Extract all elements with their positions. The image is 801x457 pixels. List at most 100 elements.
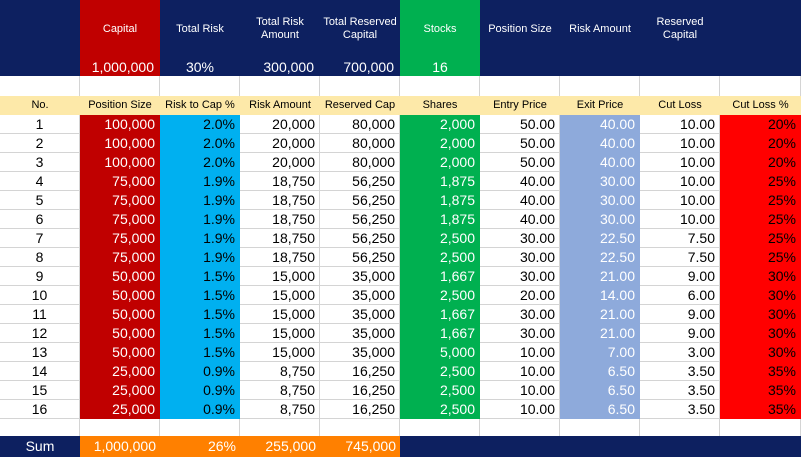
cut-loss-pct-cell[interactable]: 25% [720,248,801,267]
row-number-cell[interactable]: 4 [0,172,80,191]
exit-price-cell[interactable]: 14.00 [560,286,640,305]
risk-amount-cell[interactable]: 20,000 [240,115,320,134]
total-risk-amount-cell[interactable]: Total Risk Amount 300,000 [240,0,320,76]
entry-price-cell[interactable]: 30.00 [480,229,560,248]
entry-price-cell[interactable]: 10.00 [480,400,560,419]
risk-amount-cell[interactable]: 18,750 [240,172,320,191]
sum-empty-cell[interactable] [480,436,560,457]
sum-empty-cell[interactable] [720,436,801,457]
shares-cell[interactable]: 2,500 [400,381,480,400]
exit-price-cell[interactable]: 6.50 [560,362,640,381]
blank-cell[interactable] [640,76,720,96]
risk-to-cap-cell[interactable]: 2.0% [160,134,240,153]
row-number-cell[interactable]: 10 [0,286,80,305]
cut-loss-cell[interactable]: 10.00 [640,134,720,153]
shares-cell[interactable]: 2,500 [400,400,480,419]
exit-price-cell[interactable]: 7.00 [560,343,640,362]
sum-reserved-cap[interactable]: 745,000 [320,436,400,457]
position-size-header-cell[interactable]: Position Size [480,0,560,76]
reserved-cap-cell[interactable]: 35,000 [320,343,400,362]
position-size-cell[interactable]: 50,000 [80,305,160,324]
cut-loss-cell[interactable]: 10.00 [640,153,720,172]
row-number-cell[interactable]: 3 [0,153,80,172]
reserved-cap-cell[interactable]: 56,250 [320,248,400,267]
risk-to-cap-cell[interactable]: 0.9% [160,362,240,381]
blank-cell[interactable] [160,76,240,96]
cut-loss-pct-cell[interactable]: 35% [720,400,801,419]
blank-cell[interactable] [480,419,560,436]
cut-loss-cell[interactable]: 10.00 [640,172,720,191]
reserved-capital-header-cell[interactable]: Reserved Capital [640,0,720,76]
cut-loss-cell[interactable]: 9.00 [640,267,720,286]
cut-loss-pct-cell[interactable]: 25% [720,191,801,210]
cut-loss-cell[interactable]: 7.50 [640,229,720,248]
risk-amount-cell[interactable]: 20,000 [240,153,320,172]
cut-loss-pct-cell[interactable]: 20% [720,153,801,172]
column-header[interactable]: No. [31,99,49,111]
shares-cell[interactable]: 1,667 [400,267,480,286]
sum-empty-cell[interactable] [400,436,480,457]
entry-price-cell[interactable]: 40.00 [480,210,560,229]
risk-amount-cell[interactable]: 15,000 [240,324,320,343]
column-header[interactable]: Reserved Cap [324,99,396,111]
entry-price-cell[interactable]: 10.00 [480,343,560,362]
exit-price-cell[interactable]: 30.00 [560,210,640,229]
column-header[interactable]: Risk Amount [249,99,311,111]
position-size-cell[interactable]: 50,000 [80,324,160,343]
cut-loss-pct-cell[interactable]: 35% [720,362,801,381]
row-number-cell[interactable]: 5 [0,191,80,210]
exit-price-cell[interactable]: 6.50 [560,381,640,400]
blank-cell[interactable] [80,419,160,436]
reserved-cap-cell[interactable]: 35,000 [320,324,400,343]
cut-loss-cell[interactable]: 10.00 [640,191,720,210]
row-number-cell[interactable]: 7 [0,229,80,248]
exit-price-cell[interactable]: 21.00 [560,324,640,343]
sum-risk-pct[interactable]: 26% [160,436,240,457]
exit-price-cell[interactable]: 22.50 [560,229,640,248]
blank-cell[interactable] [320,76,400,96]
risk-to-cap-cell[interactable]: 1.9% [160,248,240,267]
risk-to-cap-cell[interactable]: 1.5% [160,343,240,362]
cut-loss-pct-cell[interactable]: 20% [720,134,801,153]
position-size-cell[interactable]: 100,000 [80,153,160,172]
reserved-cap-cell[interactable]: 56,250 [320,229,400,248]
reserved-cap-cell[interactable]: 35,000 [320,286,400,305]
cut-loss-pct-cell[interactable]: 30% [720,324,801,343]
cut-loss-pct-cell[interactable]: 30% [720,286,801,305]
reserved-cap-cell[interactable]: 80,000 [320,153,400,172]
exit-price-cell[interactable]: 6.50 [560,400,640,419]
total-risk-cell[interactable]: Total Risk 30% [160,0,240,76]
exit-price-cell[interactable]: 21.00 [560,267,640,286]
cut-loss-pct-cell[interactable]: 25% [720,229,801,248]
reserved-cap-cell[interactable]: 35,000 [320,305,400,324]
column-header[interactable]: Entry Price [493,99,547,111]
total-reserved-capital-cell[interactable]: Total Reserved Capital 700,000 [320,0,400,76]
row-number-cell[interactable]: 2 [0,134,80,153]
header-corner-cell[interactable] [0,0,80,76]
shares-cell[interactable]: 1,875 [400,191,480,210]
cut-loss-cell[interactable]: 10.00 [640,210,720,229]
reserved-cap-cell[interactable]: 56,250 [320,172,400,191]
entry-price-cell[interactable]: 30.00 [480,267,560,286]
row-number-cell[interactable]: 6 [0,210,80,229]
column-header[interactable]: Shares [422,99,458,111]
shares-cell[interactable]: 1,667 [400,324,480,343]
risk-amount-cell[interactable]: 8,750 [240,381,320,400]
shares-cell[interactable]: 2,500 [400,229,480,248]
risk-amount-cell[interactable]: 18,750 [240,248,320,267]
entry-price-cell[interactable]: 10.00 [480,362,560,381]
row-number-cell[interactable]: 13 [0,343,80,362]
exit-price-cell[interactable]: 40.00 [560,115,640,134]
shares-cell[interactable]: 1,667 [400,305,480,324]
entry-price-cell[interactable]: 10.00 [480,381,560,400]
risk-to-cap-cell[interactable]: 1.9% [160,229,240,248]
risk-amount-cell[interactable]: 18,750 [240,229,320,248]
risk-to-cap-cell[interactable]: 1.5% [160,305,240,324]
shares-cell[interactable]: 2,500 [400,362,480,381]
risk-to-cap-cell[interactable]: 2.0% [160,153,240,172]
reserved-cap-cell[interactable]: 35,000 [320,267,400,286]
exit-price-cell[interactable]: 22.50 [560,248,640,267]
risk-amount-cell[interactable]: 8,750 [240,400,320,419]
cut-loss-cell[interactable]: 3.00 [640,343,720,362]
blank-cell[interactable] [400,419,480,436]
